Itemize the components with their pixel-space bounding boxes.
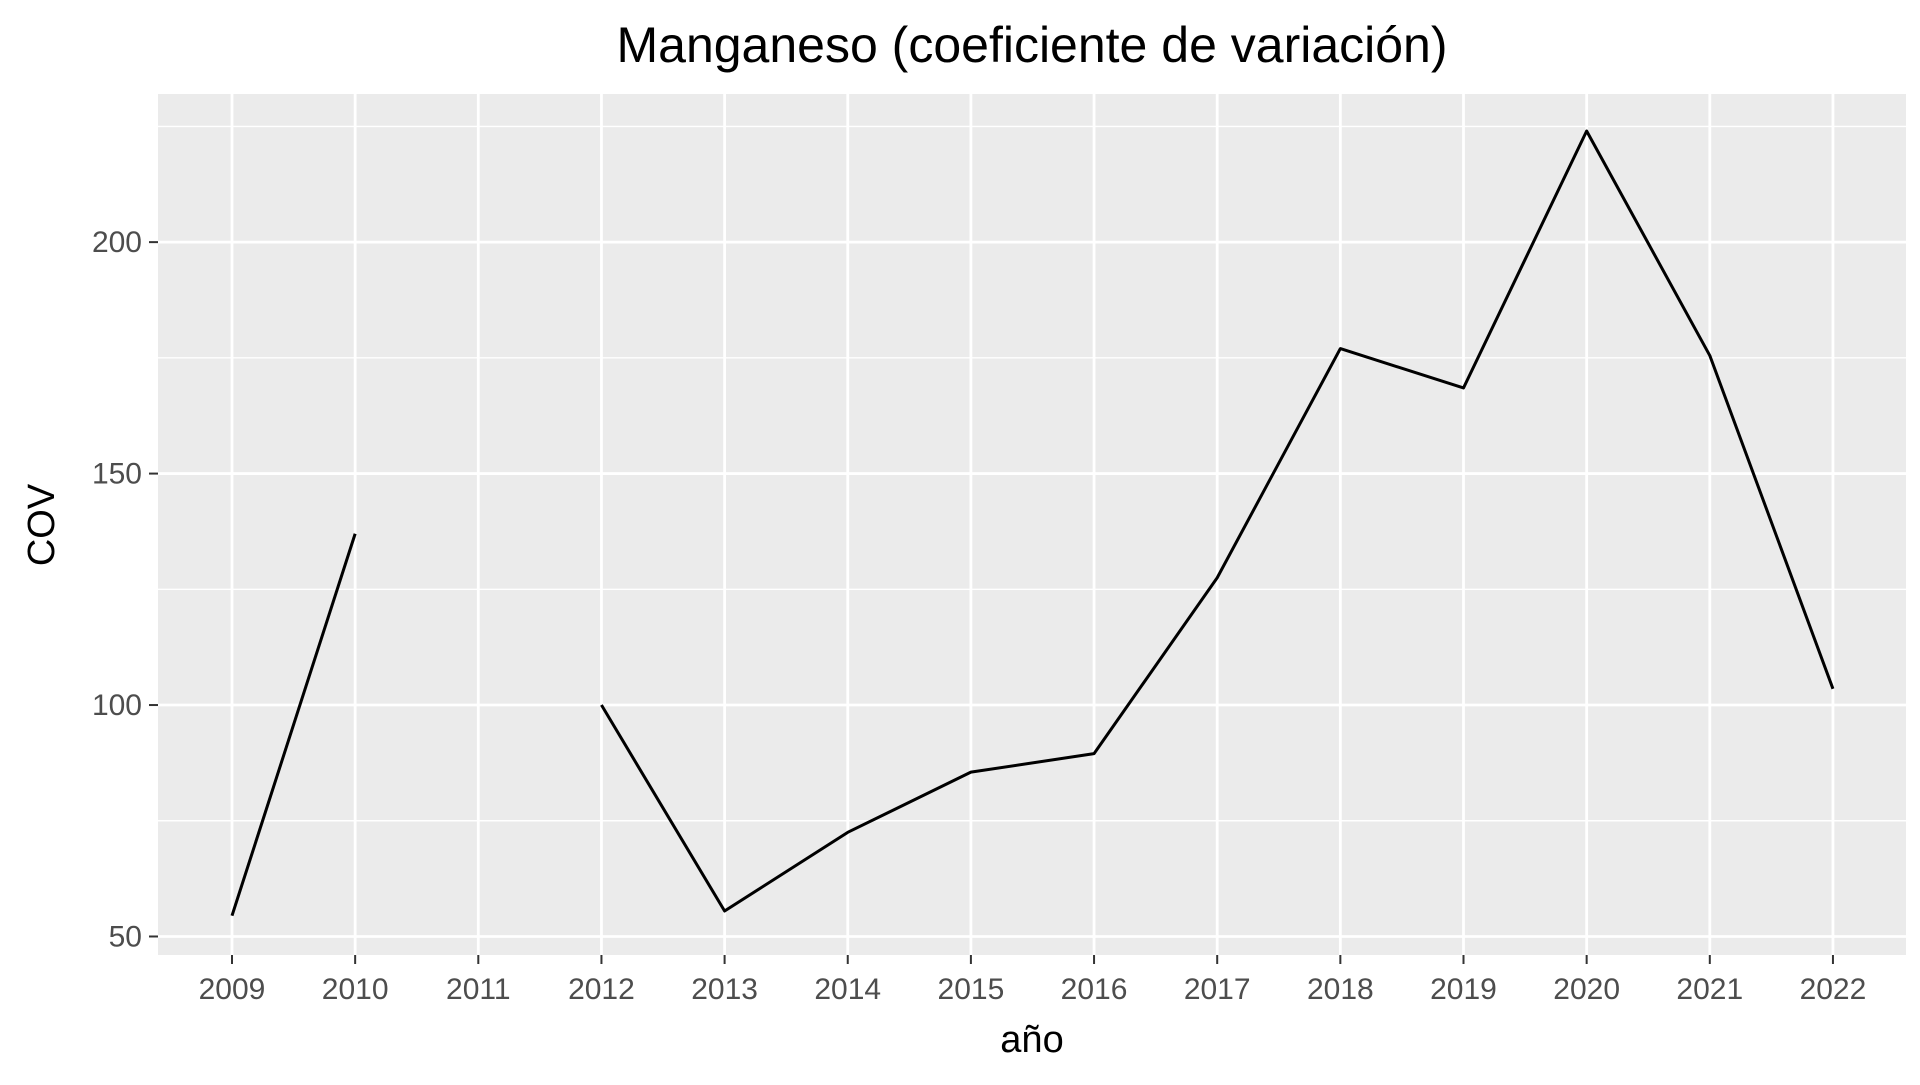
x-tick-label: 2012 xyxy=(568,973,635,1006)
y-tick-label: 100 xyxy=(92,689,142,722)
x-tick-label: 2009 xyxy=(199,973,266,1006)
plot-panel xyxy=(158,94,1906,955)
x-axis-title: año xyxy=(1000,1019,1063,1061)
x-tick-label: 2016 xyxy=(1061,973,1128,1006)
x-axis: 2009 2010 2011 2012 2013 2014 2015 2016 2017 2018… xyxy=(199,955,1867,1006)
minor-gridlines xyxy=(158,125,1906,822)
chart-title: Manganeso (coeficiente de variación) xyxy=(616,17,1447,73)
x-tick-label: 2021 xyxy=(1676,973,1743,1006)
x-tick-label: 2010 xyxy=(322,973,389,1006)
x-tick-label: 2020 xyxy=(1553,973,1620,1006)
y-tick-label: 50 xyxy=(109,920,142,953)
y-axis: 50 100 150 200 xyxy=(92,226,158,953)
x-tick-label: 2013 xyxy=(691,973,758,1006)
y-axis-title: COV xyxy=(21,483,63,566)
x-tick-label: 2019 xyxy=(1430,973,1497,1006)
x-tick-label: 2017 xyxy=(1184,973,1251,1006)
series-line xyxy=(230,533,357,917)
series-line xyxy=(600,129,1835,913)
x-tick-label: 2014 xyxy=(814,973,881,1006)
x-tick-label: 2015 xyxy=(938,973,1005,1006)
major-gridlines xyxy=(158,94,1906,955)
x-tick-label: 2022 xyxy=(1800,973,1867,1006)
y-tick-label: 200 xyxy=(92,226,142,259)
y-tick-label: 150 xyxy=(92,458,142,491)
x-tick-label: 2018 xyxy=(1307,973,1374,1006)
x-tick-label: 2011 xyxy=(446,973,511,1006)
series-layer xyxy=(230,129,1835,917)
